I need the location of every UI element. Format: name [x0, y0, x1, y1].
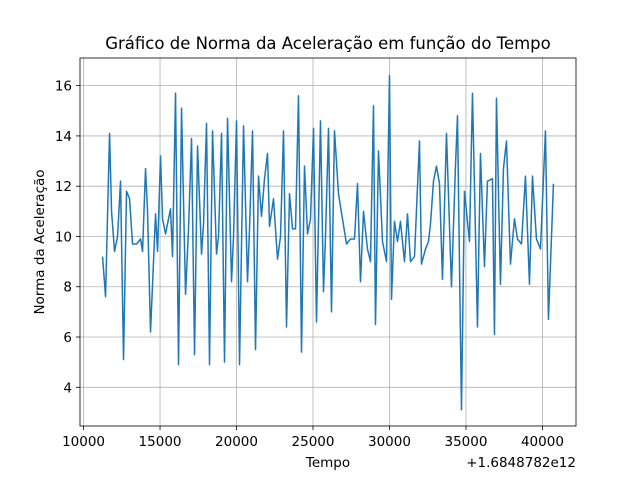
x-tick-label: 20000 [215, 434, 258, 450]
y-tick-label: 10 [55, 229, 72, 245]
y-tick-label: 16 [55, 79, 72, 95]
y-axis-label: Norma da Aceleração [32, 169, 48, 314]
x-tick-label: 35000 [444, 434, 487, 450]
y-tick-label: 4 [63, 380, 72, 396]
y-tick-label: 12 [55, 179, 72, 195]
axes-frame [79, 57, 577, 427]
x-axis-label: Tempo [305, 455, 350, 471]
x-tick-label: 25000 [292, 434, 335, 450]
x-tick-label: 10000 [62, 434, 105, 450]
x-tick-label: 40000 [521, 434, 564, 450]
x-tick-label: 30000 [368, 434, 411, 450]
x-tick-label: 15000 [139, 434, 182, 450]
data-line [101, 74, 555, 411]
y-tick-label: 6 [63, 330, 72, 346]
y-tick-label: 14 [55, 129, 72, 145]
y-tick-label: 8 [63, 280, 72, 296]
chart-title: Gráfico de Norma da Aceleração em função… [105, 34, 551, 53]
x-offset-label: +1.6848782e12 [466, 455, 576, 471]
